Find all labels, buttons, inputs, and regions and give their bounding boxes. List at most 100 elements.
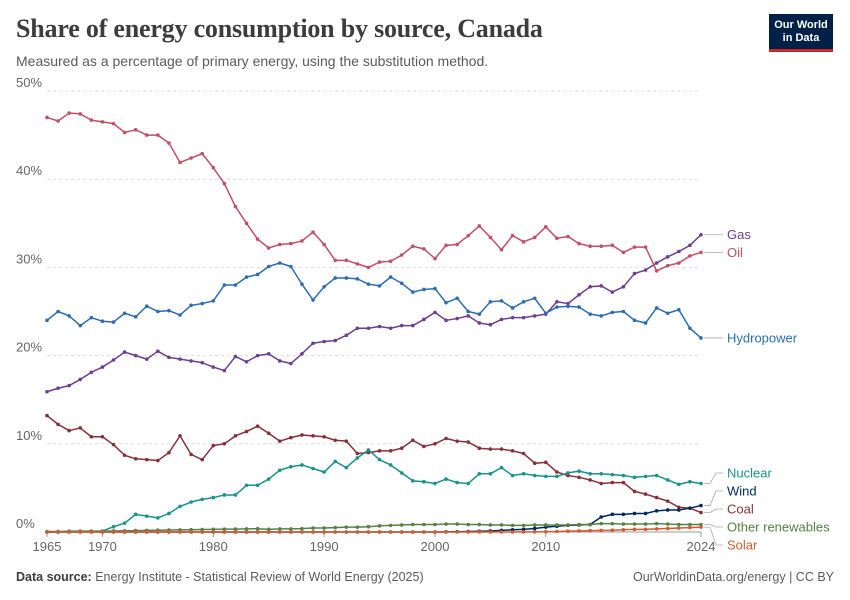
data-point xyxy=(588,522,592,527)
series-line-other-renewables xyxy=(46,522,701,533)
data-point xyxy=(677,249,681,254)
data-point xyxy=(477,312,482,316)
data-point xyxy=(167,141,171,145)
data-point xyxy=(133,530,138,534)
data-point xyxy=(200,151,204,156)
logo-line-2: in Data xyxy=(782,32,820,44)
data-point xyxy=(189,303,193,308)
label-connector xyxy=(704,526,723,546)
data-point xyxy=(499,317,504,322)
data-point xyxy=(433,481,437,486)
data-point xyxy=(643,492,648,496)
data-point xyxy=(632,271,637,276)
data-point xyxy=(289,527,293,531)
series-line-oil xyxy=(46,112,702,272)
label-connector xyxy=(704,524,723,528)
x-tick-label: 1980 xyxy=(199,539,228,554)
data-point xyxy=(643,511,648,516)
chart-title: Share of energy consumption by source, C… xyxy=(16,14,543,43)
data-point xyxy=(532,523,537,527)
data-point xyxy=(422,317,426,322)
data-point xyxy=(56,422,60,427)
data-point xyxy=(677,522,681,527)
data-point xyxy=(455,316,459,321)
data-point xyxy=(699,510,703,515)
data-point xyxy=(45,389,49,394)
data-point xyxy=(344,525,349,529)
data-source-footer: Data source: Energy Institute - Statisti… xyxy=(16,570,424,584)
owid-logo[interactable]: Our World in Data xyxy=(769,14,833,52)
data-point xyxy=(311,434,315,438)
data-point xyxy=(555,470,559,474)
data-point xyxy=(466,233,471,238)
data-point xyxy=(499,247,504,252)
data-point xyxy=(566,234,570,239)
data-point xyxy=(610,512,615,517)
y-tick-label: 30% xyxy=(16,251,42,266)
data-point xyxy=(665,499,670,503)
data-point xyxy=(178,160,182,165)
data-point xyxy=(444,522,448,526)
data-point xyxy=(289,361,293,366)
data-point xyxy=(178,313,182,317)
data-point xyxy=(255,353,260,358)
data-point xyxy=(156,516,160,520)
data-point xyxy=(56,309,60,314)
data-point xyxy=(422,287,426,292)
data-point xyxy=(255,237,260,241)
data-point xyxy=(89,118,94,122)
data-point xyxy=(688,525,692,530)
data-point xyxy=(89,530,94,534)
data-point xyxy=(289,435,293,440)
data-point xyxy=(566,304,570,309)
data-point xyxy=(56,386,60,391)
data-point xyxy=(233,354,238,359)
series-line-nuclear xyxy=(47,449,702,533)
data-point xyxy=(255,272,260,277)
data-point xyxy=(322,242,326,247)
data-point xyxy=(599,284,604,288)
label-connector xyxy=(704,508,723,513)
data-point xyxy=(488,530,493,534)
site-credit-footer[interactable]: OurWorldinData.org/energy | CC BY xyxy=(632,570,834,584)
data-point xyxy=(477,224,482,228)
data-point xyxy=(388,463,393,467)
data-point xyxy=(244,275,249,279)
data-point xyxy=(189,359,193,363)
data-point xyxy=(266,527,271,532)
data-point xyxy=(266,264,271,269)
data-point xyxy=(222,283,227,287)
data-point xyxy=(355,456,360,460)
data-point xyxy=(455,530,459,534)
data-point xyxy=(599,471,604,476)
data-point xyxy=(189,156,193,160)
data-point xyxy=(499,523,504,527)
data-point xyxy=(654,473,659,478)
data-point xyxy=(410,290,415,294)
data-point xyxy=(688,326,692,331)
source-text[interactable]: Energy Institute - Statistical Review of… xyxy=(95,570,424,584)
data-point xyxy=(577,469,581,473)
data-point xyxy=(577,475,581,480)
data-point xyxy=(588,285,592,289)
data-point xyxy=(311,230,315,234)
series-line-gas xyxy=(46,234,702,393)
data-point xyxy=(277,530,282,534)
data-point xyxy=(466,309,471,314)
data-point xyxy=(654,521,659,526)
data-point xyxy=(488,447,493,451)
x-tick-label: 1990 xyxy=(310,539,339,554)
data-point xyxy=(499,465,504,470)
data-point xyxy=(56,119,60,123)
data-point xyxy=(665,263,670,268)
data-point xyxy=(399,523,404,527)
data-point xyxy=(189,530,193,534)
data-point xyxy=(410,479,415,483)
data-point xyxy=(333,530,338,534)
data-point xyxy=(399,530,404,534)
data-point xyxy=(311,530,315,534)
data-point xyxy=(266,530,271,534)
data-point xyxy=(388,523,393,528)
data-point xyxy=(211,165,216,170)
